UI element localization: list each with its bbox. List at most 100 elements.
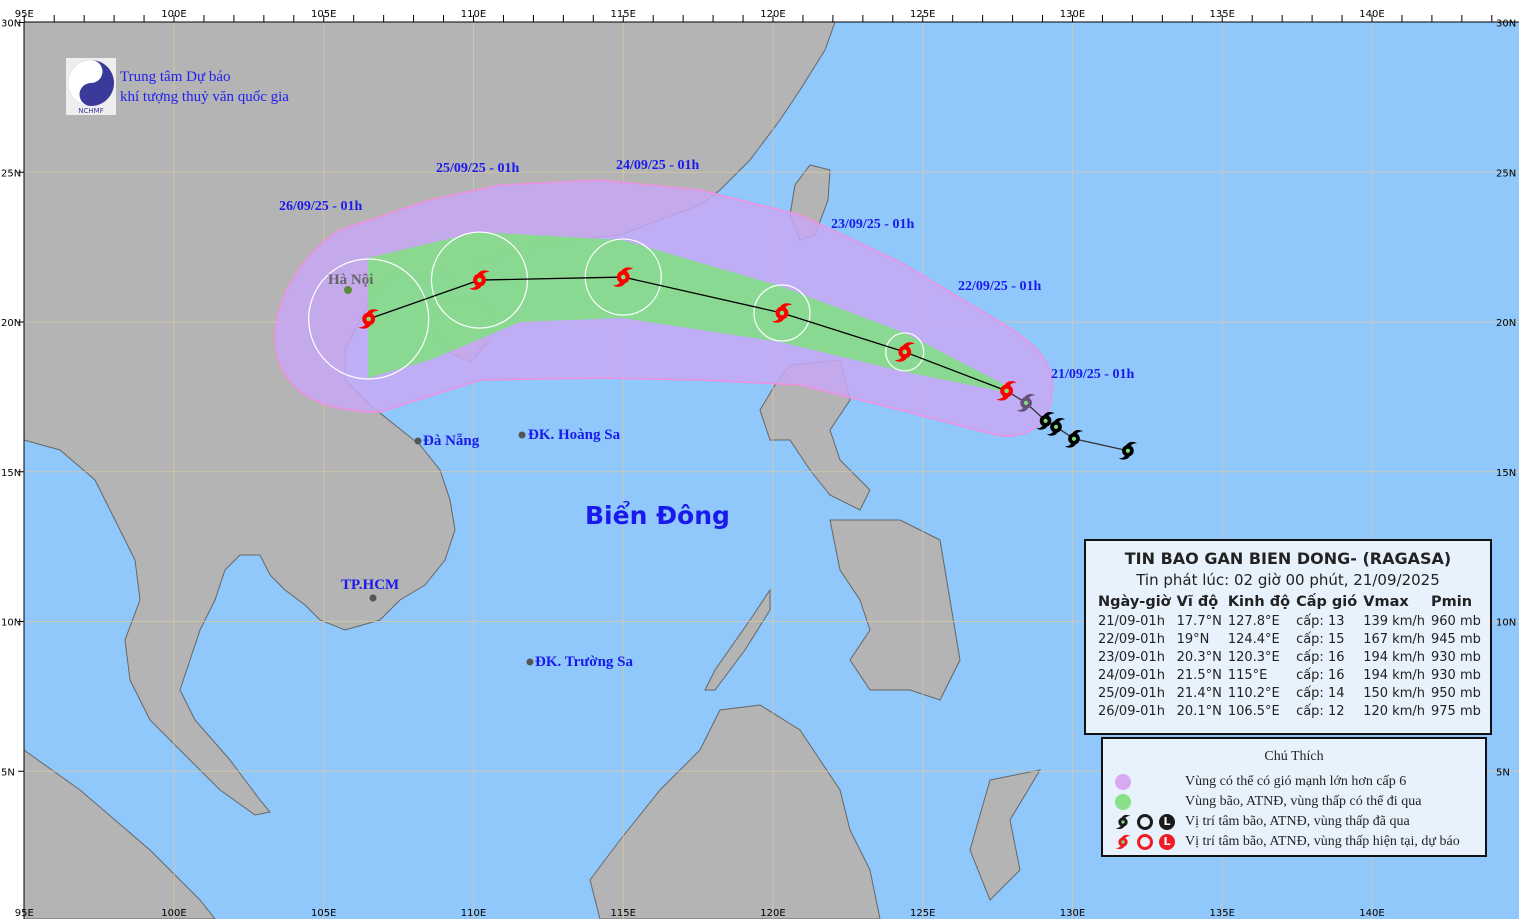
low-pressure-icon: L — [1159, 814, 1175, 830]
table-cell: 975 mb — [1431, 703, 1481, 719]
circle-icon — [1137, 814, 1153, 830]
table-cell: 21/09-01h — [1098, 613, 1165, 629]
visayas-mindanao — [829, 519, 961, 701]
table-cell: 930 mb — [1431, 667, 1481, 683]
left-axis-bar — [0, 0, 24, 919]
sumatra — [23, 749, 216, 919]
table-cell: 20.3°N — [1176, 649, 1222, 665]
lon-tick-label-top: 130E — [1060, 9, 1085, 20]
table-row: 22/09-01h 19°N 124.4°E cấp: 15 167 km/h 945 m… — [1096, 630, 1485, 648]
table-cell: 20.1°N — [1176, 703, 1222, 719]
date-label-25: 25/09/25 - 01h — [436, 161, 520, 176]
legend-label: Vùng có thể có gió mạnh lớn hơn cấp 6 — [1185, 774, 1407, 789]
info-issued: Tin phát lúc: 02 giờ 00 phút, 21/09/2025 — [1136, 571, 1440, 589]
column-header: Ngày-giờ — [1098, 594, 1171, 610]
table-cell: 945 mb — [1431, 631, 1481, 647]
lon-tick-label-top: 120E — [760, 9, 785, 20]
legend-label: Vị trí tâm bão, ATNĐ, vùng thấp hiện tại… — [1185, 834, 1460, 849]
lat-tick-label-right: 20N — [1496, 318, 1516, 329]
table-cell: 194 km/h — [1363, 649, 1425, 665]
table-header: Ngày-giờ Vĩ độ Kinh độ Cấp gió Vmax Pmin — [1096, 594, 1485, 612]
table-cell: 23/09-01h — [1098, 649, 1165, 665]
lat-tick-label-right: 10N — [1496, 618, 1516, 629]
svg-text:NCHMF: NCHMF — [78, 107, 103, 115]
uncertainty-circle — [885, 332, 925, 372]
legend-item-past: L Vị trí tâm bão, ATNĐ, vùng thấp đã qua — [1115, 812, 1410, 832]
table-cell: cấp: 16 — [1296, 667, 1345, 683]
table-cell: 960 mb — [1431, 613, 1481, 629]
forecast-table: Ngày-giờ Vĩ độ Kinh độ Cấp gió Vmax Pmin 21/0… — [1096, 594, 1485, 720]
table-cell: 127.8°E — [1227, 613, 1280, 629]
uncertainty-circle — [584, 238, 662, 316]
table-row: 21/09-01h 17.7°N 127.8°E cấp: 13 139 km/h 960… — [1096, 612, 1485, 630]
green-dot-icon — [1115, 794, 1131, 810]
org-line-1: Trung tâm Dự báo — [120, 69, 231, 85]
column-header: Vmax — [1363, 594, 1409, 610]
palawan — [704, 588, 771, 691]
lon-tick-label-bottom: 130E — [1060, 908, 1085, 919]
lon-tick-label-bottom: 115E — [611, 908, 636, 919]
table-cell: 21.5°N — [1176, 667, 1222, 683]
lon-tick-label-bottom: 100E — [161, 908, 186, 919]
column-header: Kinh độ — [1227, 594, 1291, 610]
circle-icon — [1137, 834, 1153, 850]
table-cell: cấp: 16 — [1296, 649, 1345, 665]
table-cell: cấp: 13 — [1296, 613, 1345, 629]
lat-tick-label-right: 5N — [1496, 767, 1510, 778]
forecast-track-line — [368, 276, 1007, 392]
lat-tick-label-left: 10N — [1, 618, 21, 629]
lon-tick-label-top: 135E — [1210, 9, 1235, 20]
uncertainty-circle — [753, 284, 811, 342]
lon-tick-label-top: 110E — [461, 9, 486, 20]
lon-tick-label-bottom: 95E — [15, 908, 34, 919]
lat-tick-label-right: 30N — [1496, 19, 1516, 30]
column-header: Cấp gió — [1296, 594, 1358, 610]
danang-marker — [414, 437, 422, 445]
storm-icon — [1115, 834, 1131, 850]
table-cell: 120 km/h — [1363, 703, 1425, 719]
lon-tick-label-bottom: 120E — [760, 908, 785, 919]
table-cell: 24/09-01h — [1098, 667, 1165, 683]
storm-info-table: TIN BAO GAN BIEN DONG- (RAGASA) Tin phát… — [1084, 539, 1492, 735]
legend-item-forecast: L Vị trí tâm bão, ATNĐ, vùng thấp hiện t… — [1115, 832, 1460, 852]
lat-tick-label-left: 5N — [1, 767, 15, 778]
table-cell: 26/09-01h — [1098, 703, 1165, 719]
uncertainty-circle — [308, 258, 430, 380]
luzon — [759, 359, 871, 511]
table-row: 24/09-01h 21.5°N 115°E cấp: 16 194 km/h 930 m… — [1096, 666, 1485, 684]
uncertainty-circle — [430, 231, 529, 329]
place-hanoi: Hà Nội — [328, 272, 374, 288]
lon-tick-label-bottom: 140E — [1359, 908, 1384, 919]
nchmf-logo: NCHMF — [66, 58, 116, 115]
purple-dot-icon — [1115, 774, 1131, 790]
place-truong-sa: ĐK. Trường Sa — [535, 654, 634, 670]
lat-tick-label-left: 15N — [1, 468, 21, 479]
table-cell: 19°N — [1176, 631, 1210, 647]
table-cell: 950 mb — [1431, 685, 1481, 701]
lon-tick-label-top: 100E — [161, 9, 186, 20]
table-cell: 25/09-01h — [1098, 685, 1165, 701]
lon-tick-label-top: 95E — [15, 9, 34, 20]
table-cell: 124.4°E — [1227, 631, 1280, 647]
date-label-23: 23/09/25 - 01h — [831, 217, 915, 232]
lon-tick-label-bottom: 125E — [910, 908, 935, 919]
hcm-marker — [369, 594, 377, 602]
truongsa-marker — [526, 658, 534, 666]
table-cell: 194 km/h — [1363, 667, 1425, 683]
uncertainty-circles — [308, 231, 925, 380]
table-cell: 139 km/h — [1363, 613, 1425, 629]
table-row: 23/09-01h 20.3°N 120.3°E cấp: 16 194 km/h 930… — [1096, 648, 1485, 666]
lon-tick-label-top: 115E — [611, 9, 636, 20]
legend-item-track-zone: Vùng bão, ATNĐ, vùng thấp có thể đi qua — [1115, 792, 1421, 812]
sea-label-bien-dong: Biển Đông — [585, 501, 730, 530]
date-label-22: 22/09/25 - 01h — [958, 279, 1042, 294]
table-cell: 150 km/h — [1363, 685, 1425, 701]
lon-tick-label-top: 125E — [910, 9, 935, 20]
legend-label: Vùng bão, ATNĐ, vùng thấp có thể đi qua — [1185, 794, 1422, 809]
table-cell: 21.4°N — [1176, 685, 1222, 701]
lon-tick-label-top: 105E — [311, 9, 336, 20]
hanoi-marker — [344, 286, 352, 294]
lat-tick-label-left: 25N — [1, 168, 21, 179]
